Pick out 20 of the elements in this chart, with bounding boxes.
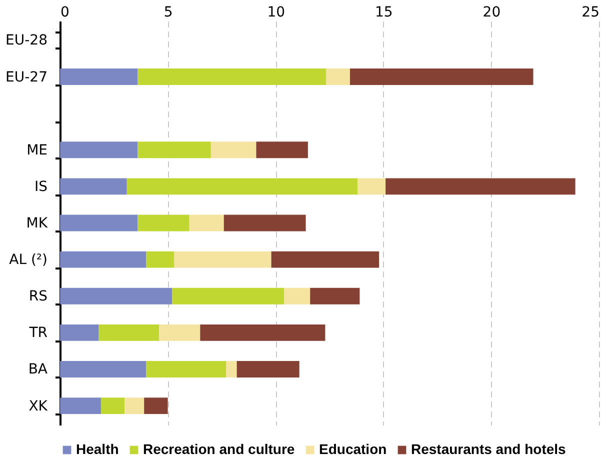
y-tick-label: BA: [28, 362, 48, 378]
x-tick-label: 20: [482, 4, 501, 20]
y-tick-label: MK: [26, 216, 48, 232]
x-tick-label: 5: [164, 4, 173, 20]
legend-label: Education: [319, 441, 387, 457]
legend-label: Restaurants and hotels: [411, 441, 566, 457]
y-tick-label: EU-28: [6, 32, 48, 49]
y-tick-label: ME: [26, 142, 48, 158]
x-tick-label: 0: [60, 4, 70, 20]
y-tick-label: EU-27: [6, 69, 48, 86]
y-tick-label: XK: [28, 398, 48, 414]
y-tick-label: RS: [28, 288, 48, 305]
x-tick-label: 25: [582, 4, 600, 20]
legend-label: Health: [76, 441, 119, 457]
y-tick-label: TR: [28, 325, 48, 342]
x-tick-label: 15: [374, 4, 393, 20]
legend-label: Recreation and culture: [143, 441, 295, 457]
x-tick-label: 10: [267, 4, 286, 20]
y-tick-label: AL (²): [9, 252, 48, 268]
y-tick-label: IS: [34, 178, 48, 195]
